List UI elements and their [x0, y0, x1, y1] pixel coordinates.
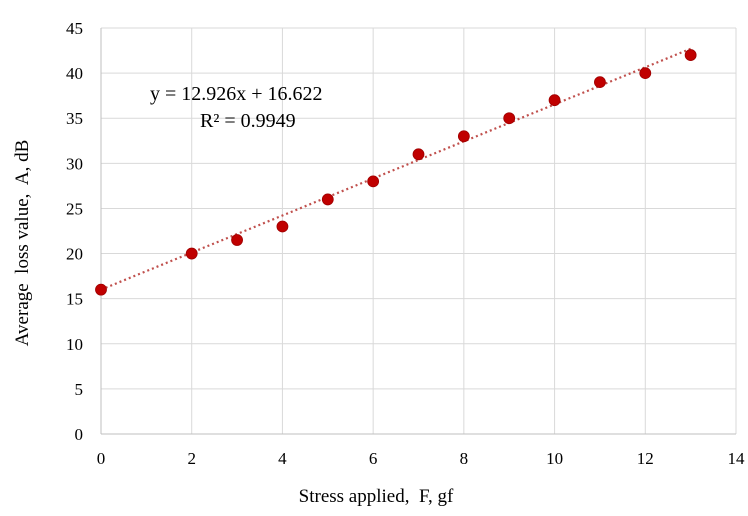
y-axis-title: Average loss value, A, dB [12, 140, 33, 347]
y-tick-label: 10 [66, 335, 83, 354]
x-tick-label: 8 [460, 449, 469, 468]
data-point [548, 94, 561, 107]
data-point [684, 49, 697, 61]
y-tick-label: 35 [66, 109, 83, 128]
data-point [457, 130, 470, 143]
y-tick-label: 15 [66, 290, 83, 309]
data-point [594, 76, 606, 89]
x-tick-label: 10 [546, 449, 563, 468]
trendline-equation: y = 12.926x + 16.622 [150, 83, 323, 105]
data-point [185, 247, 198, 260]
data-point [231, 234, 243, 246]
y-tick-label: 30 [66, 154, 83, 173]
x-tick-label: 0 [97, 449, 106, 468]
trendline [100, 47, 692, 291]
x-tick-label: 4 [278, 449, 287, 468]
data-point [276, 220, 289, 233]
axes [100, 28, 736, 435]
y-tick-label: 40 [66, 64, 83, 83]
x-axis-title: Stress applied, F, gf [299, 486, 454, 507]
data-point [503, 112, 516, 125]
y-tick-label: 20 [66, 245, 83, 264]
data-point [321, 193, 334, 206]
r-squared-label: R² = 0.9949 [200, 110, 296, 132]
data-points [95, 49, 697, 296]
y-tick-label: 45 [66, 19, 83, 38]
y-tick-label: 0 [75, 425, 84, 444]
y-tick-label: 5 [75, 380, 84, 399]
y-tick-labels: 0 5 10 15 20 25 30 35 40 45 [66, 19, 83, 444]
data-point [367, 175, 380, 188]
data-point [639, 67, 652, 80]
data-point [95, 283, 107, 296]
x-tick-label: 6 [369, 449, 378, 468]
grid-lines [101, 27, 737, 434]
x-tick-label: 14 [728, 449, 746, 468]
x-tick-label: 2 [187, 449, 196, 468]
data-point [412, 148, 425, 161]
y-tick-label: 25 [66, 199, 83, 218]
x-tick-labels: 0 2 4 6 8 10 12 14 [97, 449, 745, 468]
x-tick-label: 12 [637, 449, 654, 468]
